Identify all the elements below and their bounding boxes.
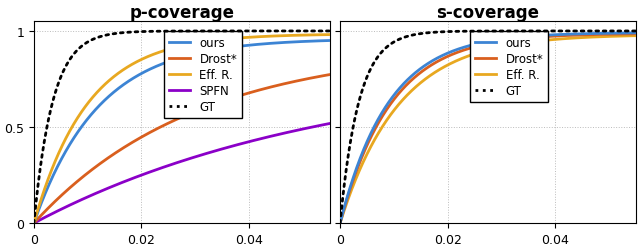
Legend: ours, Drost*, Eff. R., SPFN, GT: ours, Drost*, Eff. R., SPFN, GT xyxy=(164,32,242,118)
Title: s-coverage: s-coverage xyxy=(436,4,540,22)
Title: p-coverage: p-coverage xyxy=(129,4,234,22)
Legend: ours, Drost*, Eff. R., GT: ours, Drost*, Eff. R., GT xyxy=(470,32,548,102)
